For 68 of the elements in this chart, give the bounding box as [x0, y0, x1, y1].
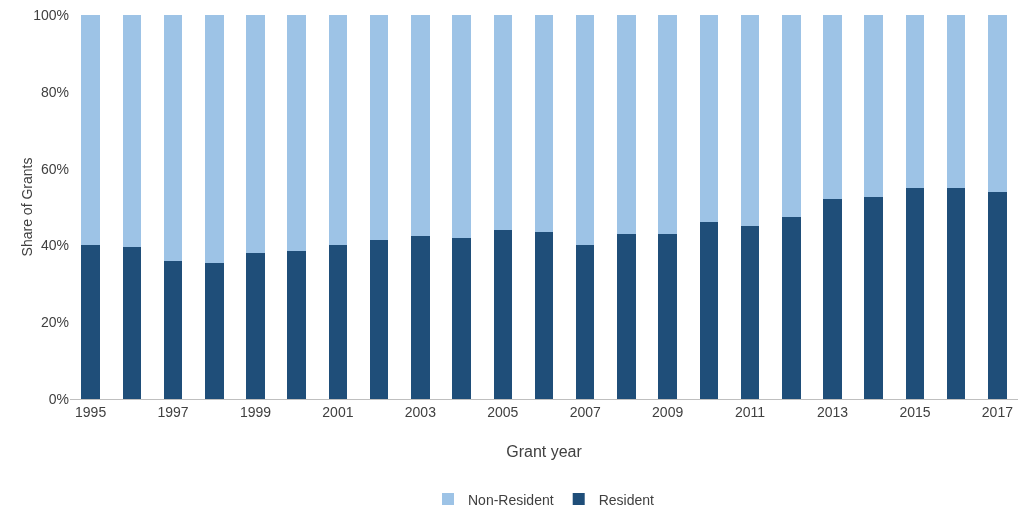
bar [534, 231, 554, 399]
bar [411, 15, 430, 236]
legend-label: Resident [598, 491, 655, 508]
bar [699, 222, 719, 399]
x-tick-label: 2005 [487, 403, 519, 420]
x-tick-label: 1999 [239, 403, 272, 420]
bar [699, 15, 719, 223]
y-tick-label: 100% [33, 6, 69, 23]
bar [905, 187, 925, 399]
bar [740, 226, 760, 399]
bar [81, 15, 100, 246]
bar [946, 187, 966, 399]
bar [658, 233, 677, 399]
bar [988, 191, 1007, 399]
y-tick-label: 60% [40, 160, 69, 177]
bar [204, 15, 224, 263]
bar [163, 260, 183, 399]
bar [575, 245, 595, 399]
bar [740, 15, 760, 227]
bar [328, 15, 348, 246]
bar [452, 15, 471, 238]
x-tick-label: 2007 [569, 403, 601, 420]
bar [617, 15, 636, 234]
x-tick-label: 2001 [322, 403, 354, 420]
y-axis-title: Share of Grants [19, 157, 35, 257]
bar [658, 15, 677, 234]
y-tick-label: 20% [40, 314, 69, 331]
bar [246, 253, 265, 399]
bar [782, 15, 801, 217]
x-tick-label: 2011 [735, 403, 766, 420]
bar [493, 15, 513, 231]
y-tick-label: 80% [40, 83, 69, 100]
bar [411, 235, 430, 399]
x-tick-label: 2017 [981, 403, 1014, 420]
bar [246, 15, 265, 254]
bar [163, 15, 183, 261]
bar [81, 245, 100, 399]
bar [864, 15, 884, 198]
bar [369, 15, 389, 240]
bar [988, 15, 1007, 192]
bar [534, 15, 554, 232]
bar [575, 15, 595, 246]
x-tick-label: 2013 [816, 403, 849, 420]
bar [823, 15, 842, 200]
bar [493, 230, 513, 399]
bar [864, 197, 884, 399]
bar [287, 15, 306, 252]
x-tick-label: 2015 [899, 403, 931, 420]
bar [905, 15, 925, 188]
bar [122, 247, 142, 399]
bar [452, 237, 471, 399]
y-tick-label: 0% [48, 390, 69, 407]
bar [617, 233, 636, 399]
bar [287, 251, 306, 399]
bar [782, 216, 801, 399]
legend-label: Non-Resident [468, 491, 554, 508]
x-tick-label: 1997 [157, 403, 189, 420]
bar [823, 199, 842, 399]
bar [122, 15, 142, 248]
x-axis-title: Grant year [506, 443, 583, 460]
y-tick-label: 40% [40, 237, 69, 254]
x-tick-label: 2009 [652, 403, 684, 420]
bar [369, 239, 389, 399]
bar [204, 262, 224, 399]
x-tick-label: 2003 [404, 403, 437, 420]
bar [328, 245, 348, 399]
bar [946, 15, 966, 188]
x-tick-label: 1995 [75, 403, 107, 420]
